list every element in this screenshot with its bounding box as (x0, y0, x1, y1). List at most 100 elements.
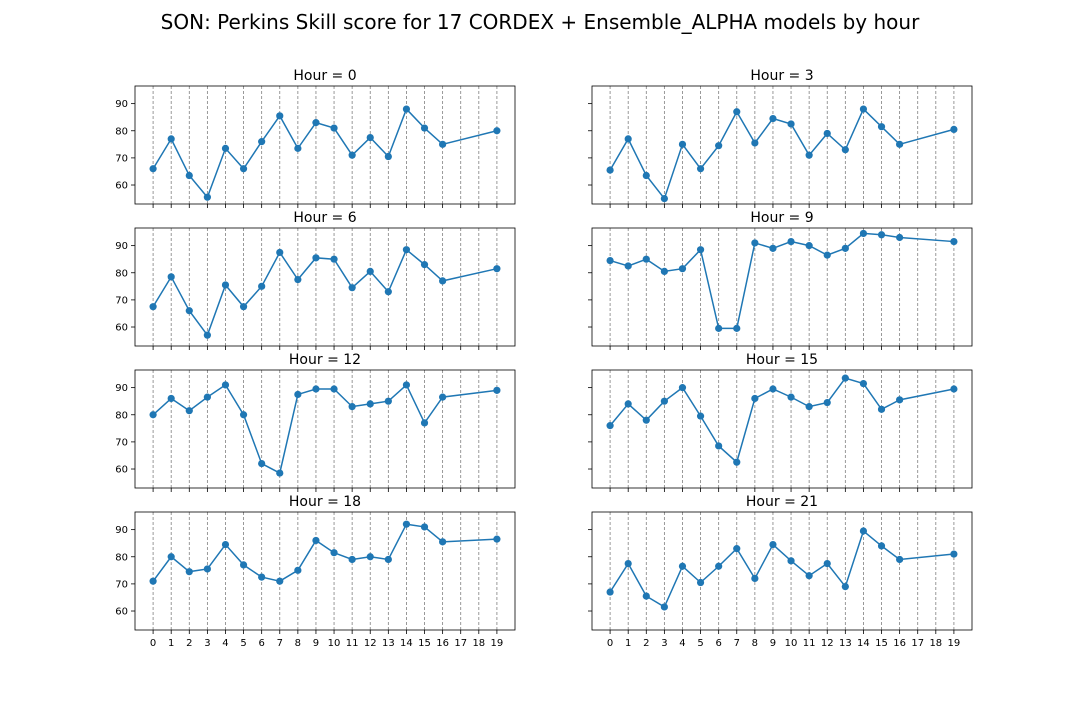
data-point (312, 385, 320, 393)
data-point (642, 416, 650, 424)
data-point (823, 251, 831, 259)
y-tick-label: 90 (115, 99, 128, 110)
x-tick-label: 9 (770, 638, 776, 649)
subplot-title: Hour = 6 (293, 210, 356, 226)
data-point (859, 527, 868, 535)
data-point (203, 393, 211, 401)
x-tick-label: 16 (436, 638, 449, 649)
y-tick-label: 90 (115, 525, 128, 536)
y-tick-label: 70 (115, 295, 128, 306)
data-point (624, 400, 632, 408)
series-line (152, 383, 497, 475)
data-point (877, 123, 886, 131)
axes-frame (134, 85, 516, 205)
data-point (402, 105, 411, 113)
data-point (660, 397, 668, 405)
data-point (149, 165, 157, 173)
x-tick-label: 14 (857, 638, 870, 649)
y-tick-label: 80 (115, 268, 128, 279)
subplot-0: Hour = 0 60 70 80 90 (115, 68, 516, 208)
x-tick-label: 18 (472, 638, 485, 649)
data-point (221, 281, 230, 289)
x-tick-label: 15 (875, 638, 888, 649)
data-point (733, 324, 741, 332)
x-tick-label: 7 (277, 638, 283, 649)
data-point (330, 385, 338, 393)
data-point (258, 282, 266, 290)
x-tick-label: 19 (948, 638, 961, 649)
x-tick-label: 4 (679, 638, 685, 649)
data-point (751, 394, 759, 403)
data-point (167, 553, 175, 561)
data-point (366, 267, 374, 276)
data-point (185, 407, 193, 415)
data-point (384, 288, 392, 296)
series-line (609, 232, 954, 330)
data-point (312, 254, 320, 262)
x-tick-label: 2 (643, 638, 649, 649)
data-point (805, 572, 813, 580)
data-point (896, 555, 904, 564)
data-point (787, 237, 795, 246)
x-tick-label: 0 (607, 638, 613, 649)
data-point (348, 555, 356, 564)
data-point (439, 140, 447, 148)
x-tick-label: 7 (734, 638, 740, 649)
data-point (624, 262, 632, 270)
data-point (203, 331, 211, 339)
data-point (769, 385, 777, 393)
axes-frame (134, 369, 516, 489)
data-point (841, 374, 849, 382)
y-tick-label: 80 (115, 126, 128, 137)
data-point (769, 244, 777, 252)
data-point (950, 125, 958, 134)
data-point (877, 405, 886, 413)
data-point (896, 140, 904, 148)
subplot-title: Hour = 3 (750, 68, 813, 84)
data-point (366, 553, 374, 561)
data-point (149, 577, 157, 585)
data-point (294, 144, 302, 152)
data-point (877, 231, 886, 239)
subplot-title: Hour = 21 (746, 494, 818, 510)
data-point (439, 393, 447, 401)
axes-frame (591, 511, 973, 631)
x-tick-label: 6 (258, 638, 264, 649)
data-point (642, 255, 650, 263)
x-tick-label: 14 (400, 638, 413, 649)
data-point (185, 307, 193, 315)
data-point (624, 559, 632, 568)
data-point (678, 265, 687, 273)
data-point (239, 411, 248, 419)
data-point (859, 105, 868, 113)
data-point (149, 411, 157, 419)
data-point (715, 142, 723, 150)
x-tick-label: 10 (785, 638, 798, 649)
data-point (420, 261, 429, 269)
data-point (751, 574, 759, 583)
data-point (366, 133, 374, 142)
y-tick-label: 80 (115, 552, 128, 563)
data-point (715, 562, 723, 570)
data-point (239, 303, 248, 311)
data-point (606, 166, 614, 174)
axes-frame (134, 227, 516, 347)
x-tick-label: 12 (364, 638, 377, 649)
x-tick-label: 0 (150, 638, 156, 649)
data-point (841, 582, 849, 591)
x-tick-label: 16 (893, 638, 906, 649)
data-point (805, 242, 813, 250)
subplot-6: Hour = 180 1 2 3 4 5 6 7 8 9 10 11 12 13 14 15 16 17 18 196… (115, 494, 516, 649)
data-point (384, 152, 392, 161)
axes-frame (591, 85, 973, 205)
data-point (420, 523, 429, 531)
data-point (167, 273, 175, 281)
data-point (696, 246, 705, 254)
y-tick-label: 60 (115, 465, 128, 476)
series-line (152, 248, 498, 337)
data-point (950, 550, 958, 558)
data-point (330, 255, 338, 263)
subplot-title: Hour = 0 (293, 68, 356, 84)
x-tick-label: 19 (491, 638, 504, 649)
y-tick-label: 60 (115, 323, 128, 334)
